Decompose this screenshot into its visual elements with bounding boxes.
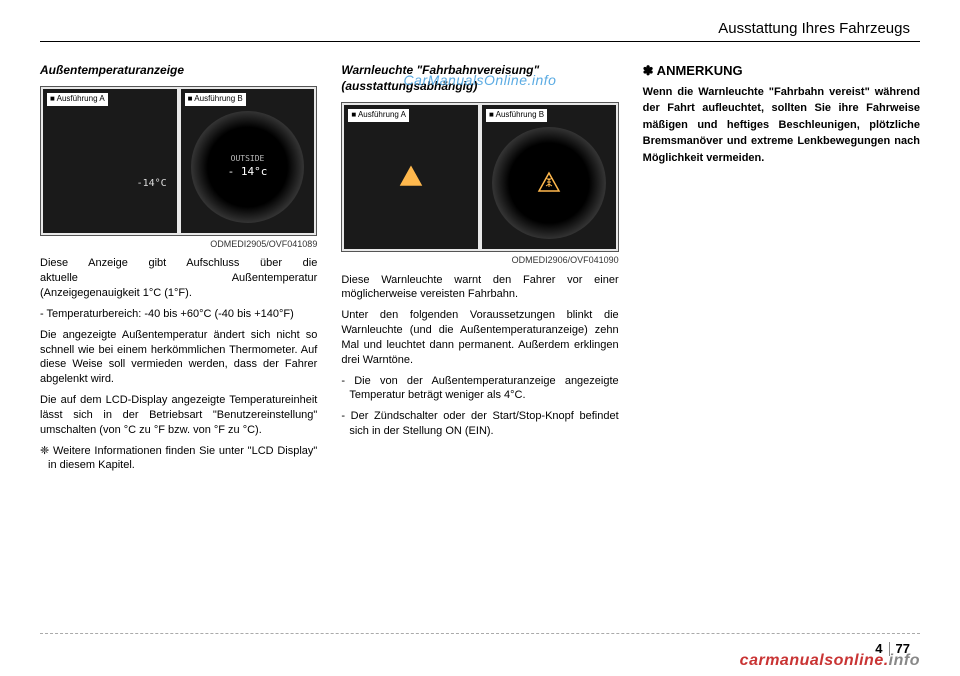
col1-fig-caption: ODMEDI2905/OVF041089 xyxy=(40,238,317,250)
col2-fig-a: ■ Ausführung A xyxy=(344,105,478,249)
col1-p3: Die auf dem LCD-Display angezeigte Tempe… xyxy=(40,393,317,438)
col1-p1b: aktuelle Außentemperatur xyxy=(40,271,317,286)
col1-p2: Die angezeigte Außentemperatur ändert si… xyxy=(40,328,317,387)
watermark-bottom: carmanualsonline.info xyxy=(740,652,920,670)
column-2: Warnleuchte "Fahrbahnvereisung" (ausstat… xyxy=(341,62,618,479)
col1-p1a: Diese Anzeige gibt Aufschluss über die xyxy=(40,256,317,271)
column-3: ✽ ANMERKUNG Wenn die Warnleuchte "Fahrba… xyxy=(643,62,920,479)
col1-li1: - Temperaturbereich: -40 bis +60°C (-40 … xyxy=(40,307,317,322)
ice-gauge xyxy=(492,127,606,239)
header-rule xyxy=(40,41,920,42)
temp-gauge: OUTSIDE - 14°c xyxy=(191,111,305,223)
fig2-label-a: ■ Ausführung A xyxy=(348,109,409,122)
fig-label-b: ■ Ausführung B xyxy=(185,93,246,106)
ice-warning-icon-a xyxy=(399,165,423,189)
col2-fig-caption: ODMEDI2906/OVF041090 xyxy=(341,254,618,266)
fig-label-a: ■ Ausführung A xyxy=(47,93,108,106)
col2-p2: Unter den folgenden Voraussetzungen blin… xyxy=(341,308,618,367)
fig2-label-b: ■ Ausführung B xyxy=(486,109,547,122)
footer-rule xyxy=(40,633,920,634)
ice-warning-icon-b xyxy=(537,171,561,195)
col2-li2: - Der Zündschalter oder der Start/Stop-K… xyxy=(341,409,618,439)
col2-figure: ■ Ausführung A ■ Ausführung B xyxy=(341,102,618,252)
column-1: Außentemperaturanzeige ■ Ausführung A -1… xyxy=(40,62,317,479)
col2-fig-b: ■ Ausführung B xyxy=(482,105,616,249)
col1-p4: ❈ Weitere Informationen finden Sie unter… xyxy=(40,444,317,474)
col1-fig-b: ■ Ausführung B OUTSIDE - 14°c xyxy=(181,89,315,233)
col1-p1c: (Anzeigegenauigkeit 1°C (1°F). xyxy=(40,286,317,301)
note-title: ✽ ANMERKUNG xyxy=(643,62,920,80)
temp-value-a: -14°C xyxy=(137,177,167,191)
watermark-top: CarManualsOnline.info xyxy=(404,72,557,88)
chapter-title: Ausstattung Ihres Fahrzeugs xyxy=(40,20,920,37)
col2-p1: Diese Warnleuchte warnt den Fahrer vor e… xyxy=(341,273,618,303)
col1-fig-a: ■ Ausführung A -14°C xyxy=(43,89,177,233)
content-columns: Außentemperaturanzeige ■ Ausführung A -1… xyxy=(40,62,920,479)
wm-part2: info xyxy=(889,652,920,669)
col2-li1: - Die von der Außentemperaturanzeige ang… xyxy=(341,374,618,404)
gauge-label: OUTSIDE xyxy=(231,154,265,165)
col1-figure: ■ Ausführung A -14°C ■ Ausführung B OUTS… xyxy=(40,86,317,236)
wm-part1: carmanualsonline. xyxy=(740,652,889,669)
page: Ausstattung Ihres Fahrzeugs CarManualsOn… xyxy=(0,0,960,676)
note-body: Wenn die Warnleuchte "Fahrbahn vereist" … xyxy=(643,84,920,167)
gauge-value: - 14°c xyxy=(228,165,268,180)
col1-title: Außentemperaturanzeige xyxy=(40,62,317,78)
